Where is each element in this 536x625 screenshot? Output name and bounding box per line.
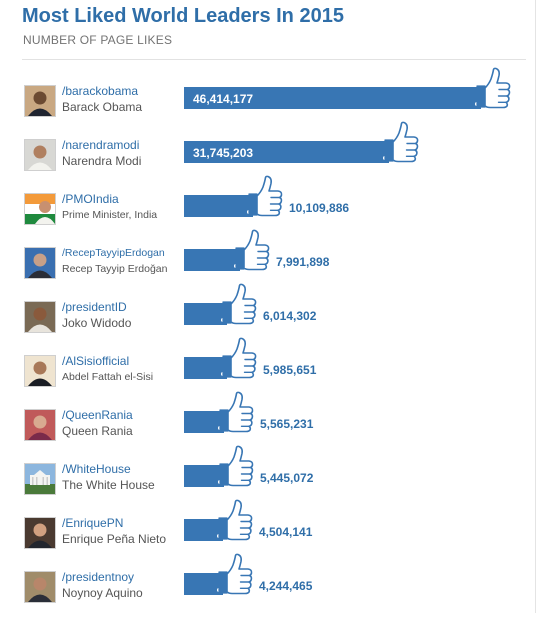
chart-row: /AlSisiofficial Abdel Fattah el-Sisi 5,985… [0,337,536,409]
header-divider [22,59,526,60]
bar-value-label: 5,445,072 [260,471,314,485]
bar-value-label: 7,991,898 [276,255,330,269]
chart-row: /PMOIndia Prime Minister, India 10,109,886 [0,175,536,247]
avatar [24,193,56,225]
page-handle[interactable]: /RecepTayyipErdogan [62,247,165,259]
bar-value-label: 10,109,886 [289,201,350,215]
bar-value-label: 5,985,651 [263,363,317,377]
chart-row: /EnriquePN Enrique Peña Nieto 4,504,141 [0,499,536,571]
page-handle[interactable]: /EnriquePN [62,516,124,530]
leader-name: Abdel Fattah el-Sisi [62,371,154,383]
bar [184,249,240,271]
thumbs-up-icon [217,553,253,595]
leader-name: Joko Widodo [62,316,132,330]
page-handle[interactable]: /barackobama [62,84,139,98]
page-handle[interactable]: /QueenRania [62,408,133,422]
chart-row: /presidentID Joko Widodo 6,014,302 [0,283,536,355]
chart-row: /WhiteHouse The White House 5,445,072 [0,445,536,517]
avatar [24,301,56,333]
thumbs-up-icon [475,67,511,109]
leader-name: Noynoy Aquino [62,586,143,600]
chart-subtitle: NUMBER OF PAGE LIKES [23,33,173,47]
leader-name: Prime Minister, India [62,209,158,221]
avatar [24,571,56,603]
chart-row: /QueenRania Queen Rania 5,565,231 [0,391,536,463]
chart-row: /barackobama Barack Obama 46,414,177 [0,67,536,139]
avatar [24,247,56,279]
page-handle[interactable]: /presidentnoy [62,570,135,584]
leader-name: Recep Tayyip Erdoğan [62,263,168,275]
thumbs-up-icon [218,391,254,433]
leader-name: Enrique Peña Nieto [62,532,167,546]
bar-value-label: 4,504,141 [259,525,313,539]
thumbs-up-icon [221,337,257,379]
leader-name: Narendra Modi [62,154,142,168]
thumbs-up-icon [234,229,270,271]
chart-row: /presidentnoy Noynoy Aquino 4,244,465 [0,553,536,625]
avatar [24,409,56,441]
page-handle[interactable]: /PMOIndia [62,192,119,206]
thumbs-up-icon [221,283,257,325]
leader-name: The White House [62,478,155,492]
bar-value-label: 46,414,177 [193,92,254,106]
bar-value-label: 4,244,465 [259,579,313,593]
thumbs-up-icon [217,499,253,541]
chart-row: /RecepTayyipErdogan Recep Tayyip Erdoğan 7… [0,229,536,301]
thumbs-up-icon [383,121,419,163]
bar-value-label: 5,565,231 [260,417,314,431]
page-handle[interactable]: /WhiteHouse [62,462,131,476]
thumbs-up-icon [218,445,254,487]
bar [184,195,253,217]
bar-value-label: 6,014,302 [263,309,317,323]
avatar [24,355,56,387]
leader-name: Queen Rania [62,424,133,438]
avatar [24,139,56,171]
page-handle[interactable]: /presidentID [62,300,127,314]
page-handle[interactable]: /narendramodi [62,138,140,152]
chart-row: /narendramodi Narendra Modi 31,745,203 [0,121,536,193]
avatar [24,463,56,495]
page-handle[interactable]: /AlSisiofficial [62,354,130,368]
avatar [24,85,56,117]
chart-title: Most Liked World Leaders In 2015 [22,5,344,27]
thumbs-up-icon [247,175,283,217]
avatar [24,517,56,549]
bar-value-label: 31,745,203 [193,146,254,160]
leader-name: Barack Obama [62,100,143,114]
